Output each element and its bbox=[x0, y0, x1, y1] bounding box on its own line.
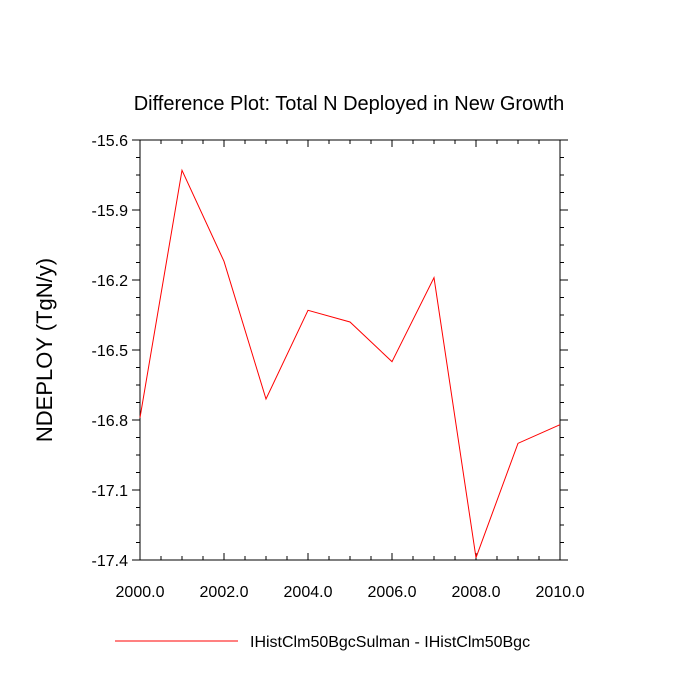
legend-label: IHistClm50BgcSulman - IHistClm50Bgc bbox=[250, 634, 530, 651]
x-tick-label: 2008.0 bbox=[452, 584, 501, 601]
y-tick-label: -17.1 bbox=[92, 483, 129, 500]
x-tick-label: 2000.0 bbox=[116, 584, 165, 601]
y-tick-label: -15.6 bbox=[92, 133, 129, 150]
y-tick-label: -16.2 bbox=[92, 273, 129, 290]
x-tick-label: 2006.0 bbox=[368, 584, 417, 601]
series-line bbox=[139, 168, 561, 558]
x-tick-label: 2002.0 bbox=[200, 584, 249, 601]
y-tick-label: -16.5 bbox=[92, 343, 129, 360]
plot-frame bbox=[139, 139, 561, 561]
y-axis: -15.6 -15.9 -16.2 -16.5 -16.8 -17.1 -17.4 bbox=[92, 133, 568, 570]
chart-title: Difference Plot: Total N Deployed in New… bbox=[134, 93, 565, 115]
series-points bbox=[139, 169, 562, 559]
y-tick-label: -17.4 bbox=[92, 553, 129, 570]
y-tick-label: -16.8 bbox=[92, 413, 129, 430]
y-axis-label: NDEPLOY (TgN/y) bbox=[32, 258, 57, 442]
x-axis: 2000.0 2002.0 2004.0 2006.0 2008.0 2010.0 bbox=[116, 140, 585, 601]
y-tick-label: -15.9 bbox=[92, 203, 129, 220]
x-tick-label: 2010.0 bbox=[536, 584, 585, 601]
x-tick-label: 2004.0 bbox=[284, 584, 333, 601]
